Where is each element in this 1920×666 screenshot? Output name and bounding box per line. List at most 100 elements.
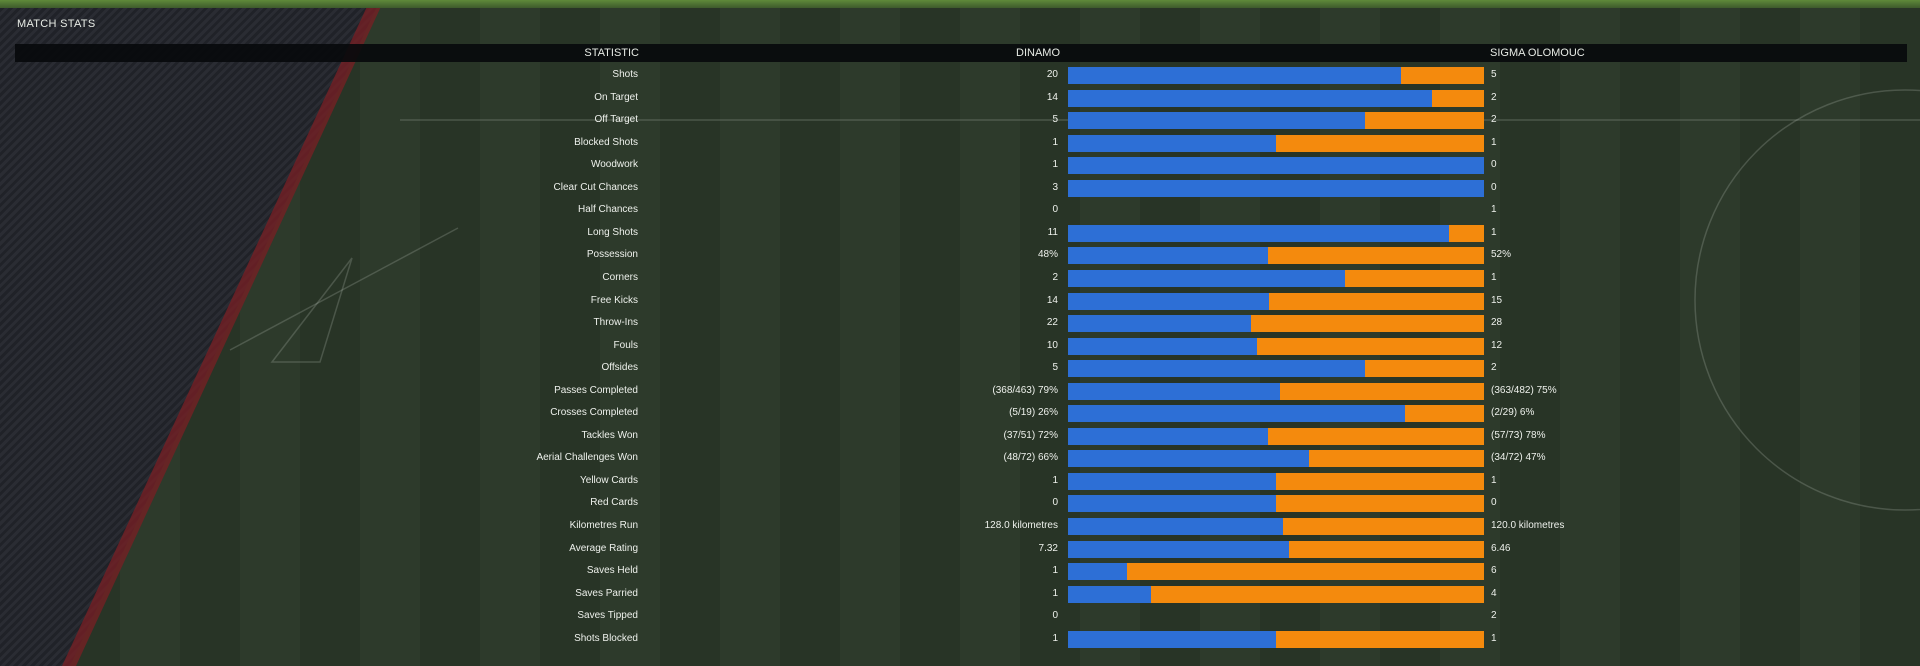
stat-row: Corners 2 1	[0, 267, 1920, 289]
stat-home-value: 10	[1046, 339, 1058, 351]
stat-row: Tackles Won (37/51) 72% (57/73) 78%	[0, 425, 1920, 447]
stat-comparison-bar	[1068, 292, 1484, 310]
stat-away-value: 15	[1491, 294, 1503, 306]
stat-away-value: 6	[1491, 565, 1497, 577]
stat-home-value: 2	[1052, 271, 1058, 283]
stat-away-value: 120.0 kilometres	[1491, 520, 1565, 531]
stat-home-value: (48/72) 66%	[1003, 452, 1058, 464]
stat-label: Offsides	[601, 362, 639, 374]
stat-comparison-bar	[1068, 540, 1484, 558]
stat-row: Free Kicks 14 15	[0, 290, 1920, 312]
stat-row: Shots 20 5	[0, 64, 1920, 86]
stat-label: On Target	[594, 91, 638, 103]
away-share-segment	[1432, 89, 1484, 107]
home-share-segment	[1068, 563, 1128, 581]
stat-label: Woodwork	[590, 159, 638, 171]
stat-home-value: 1	[1052, 632, 1058, 644]
away-share-segment	[1276, 134, 1484, 152]
stat-comparison-bar	[1068, 112, 1484, 130]
stat-row: Saves Parried 1 4	[0, 583, 1920, 605]
stat-away-value: 5	[1491, 69, 1497, 80]
stat-row: Throw-Ins 22 28	[0, 312, 1920, 334]
stat-row: Kilometres Run 128.0 kilometres 120.0 kilo…	[0, 515, 1920, 537]
stat-comparison-bar	[1068, 269, 1484, 287]
stat-away-value: 12	[1491, 339, 1503, 351]
stat-home-value: 0	[1052, 204, 1058, 216]
away-share-segment	[1151, 585, 1484, 603]
away-share-segment	[1251, 315, 1484, 333]
home-share-segment	[1068, 292, 1269, 310]
stat-label: Clear Cut Chances	[553, 181, 638, 193]
stat-comparison-bar	[1068, 563, 1484, 581]
stat-away-value: (363/482) 75%	[1491, 384, 1557, 396]
away-share-segment	[1127, 563, 1484, 581]
home-share-segment	[1068, 157, 1484, 175]
stat-row: Saves Held 1 6	[0, 560, 1920, 582]
home-share-segment	[1068, 450, 1310, 468]
stat-comparison-bar	[1068, 247, 1484, 265]
stat-away-value: (57/73) 78%	[1491, 429, 1546, 441]
header-home-team[interactable]: DINAMO	[1016, 47, 1060, 59]
home-share-segment	[1068, 382, 1281, 400]
home-share-segment	[1068, 630, 1276, 648]
stat-comparison-bar	[1068, 518, 1484, 535]
stat-home-value: (37/51) 72%	[1003, 429, 1058, 441]
away-share-segment	[1280, 382, 1484, 400]
stat-away-value: 1	[1491, 474, 1497, 486]
stat-home-value: 1	[1052, 565, 1058, 577]
away-share-segment	[1288, 540, 1484, 558]
home-share-segment	[1068, 269, 1346, 287]
stat-row: Shots Blocked 1 1	[0, 628, 1920, 650]
stat-row: Off Target 5 2	[0, 109, 1920, 131]
stat-label: Shots Blocked	[574, 632, 638, 644]
stat-row: Offsides 5 2	[0, 357, 1920, 379]
home-share-segment	[1068, 179, 1484, 197]
stat-row: Fouls 10 12	[0, 335, 1920, 357]
stat-label: Aerial Challenges Won	[536, 452, 638, 464]
away-share-segment	[1257, 337, 1484, 355]
stat-row: On Target 14 2	[0, 87, 1920, 109]
stat-row: Saves Tipped 0 2	[0, 605, 1920, 627]
stat-label: Shots	[612, 69, 638, 80]
stat-label: Passes Completed	[554, 384, 638, 396]
stat-home-value: 1	[1052, 474, 1058, 486]
stat-label: Possession	[586, 249, 638, 261]
stat-comparison-bar	[1068, 405, 1484, 423]
home-share-segment	[1068, 585, 1152, 603]
stat-label: Half Chances	[577, 204, 638, 216]
stat-label: Corners	[602, 271, 638, 283]
away-share-segment	[1449, 224, 1484, 242]
stat-comparison-bar	[1068, 157, 1484, 175]
stat-away-value: 28	[1491, 317, 1503, 329]
stat-row: Average Rating 7.32 6.46	[0, 538, 1920, 560]
home-share-segment	[1068, 405, 1405, 423]
stat-away-value: 1	[1491, 632, 1497, 644]
stat-comparison-bar	[1068, 450, 1484, 468]
away-share-segment	[1276, 472, 1484, 490]
home-share-segment	[1068, 337, 1258, 355]
stat-home-value: 0	[1052, 610, 1058, 622]
stat-row: Yellow Cards 1 1	[0, 470, 1920, 492]
away-share-segment	[1404, 405, 1484, 423]
stat-comparison-bar	[1068, 360, 1484, 378]
stat-home-value: 20	[1046, 69, 1058, 80]
stat-label: Saves Tipped	[577, 610, 638, 622]
stat-row: Blocked Shots 1 1	[0, 132, 1920, 154]
stat-away-value: 1	[1491, 271, 1497, 283]
stat-away-value: 2	[1491, 610, 1497, 622]
stat-label: Tackles Won	[581, 429, 638, 441]
stat-comparison-bar	[1068, 427, 1484, 445]
home-share-segment	[1068, 112, 1366, 130]
home-share-segment	[1068, 518, 1283, 535]
stat-comparison-bar	[1068, 134, 1484, 152]
stat-label: Fouls	[613, 339, 638, 351]
header-away-team[interactable]: SIGMA OLOMOUC	[1490, 47, 1585, 59]
stat-home-value: (5/19) 26%	[1009, 407, 1058, 419]
stat-away-value: (2/29) 6%	[1491, 407, 1535, 419]
stat-away-value: (34/72) 47%	[1491, 452, 1546, 464]
stat-label: Off Target	[594, 114, 638, 126]
home-share-segment	[1068, 224, 1450, 242]
stat-home-value: 22	[1046, 317, 1058, 329]
stat-row: Possession 48% 52%	[0, 244, 1920, 266]
stat-away-value: 4	[1491, 587, 1497, 599]
